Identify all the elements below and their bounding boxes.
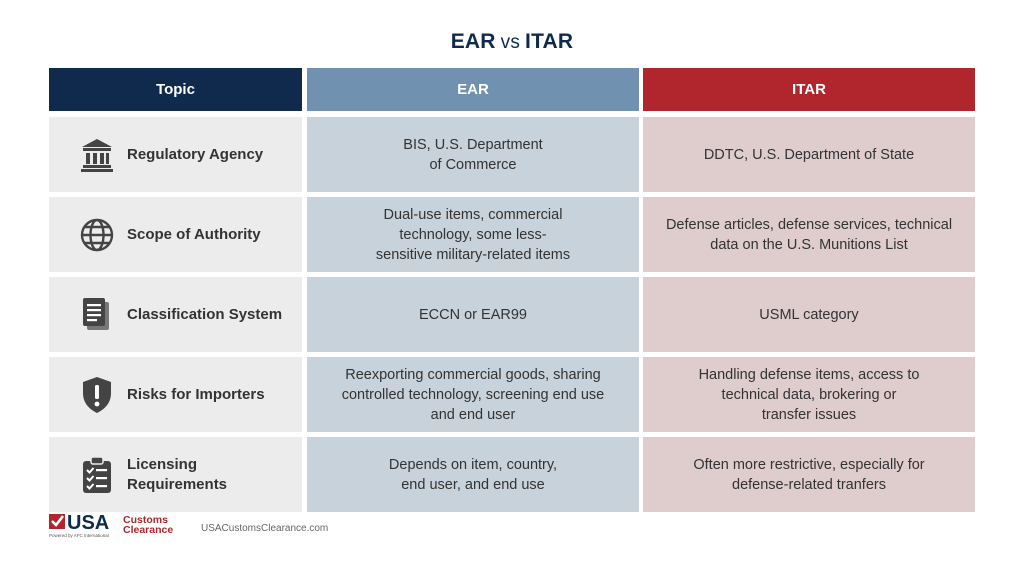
usa-customs-clearance-logo: USA Customs Clearance Powered by AFC Int… — [49, 512, 184, 542]
ear-value: Depends on item, country, end user, and … — [388, 456, 558, 493]
ear-value: ECCN or EAR99 — [419, 306, 527, 323]
table-row: Licensing Requirements Depends on item, … — [49, 437, 975, 512]
header-itar: ITAR — [643, 68, 975, 111]
topic-label: Scope of Authority — [127, 225, 261, 243]
table-row: Classification System ECCN or EAR99 USML… — [49, 277, 975, 352]
building-icon — [77, 135, 117, 175]
ear-cell: ECCN or EAR99 — [307, 277, 639, 352]
itar-value: Handling defense items, access to techni… — [698, 366, 920, 423]
topic-label: Licensing Requirements — [127, 455, 228, 493]
itar-value: Defense articles, defense services, tech… — [665, 216, 953, 253]
logo-customs: Customs — [123, 514, 168, 526]
website-url: USACustomsClearance.com — [201, 523, 329, 534]
logo-usa: USA — [67, 512, 109, 534]
itar-cell: Often more restrictive, especially for d… — [643, 437, 975, 512]
ear-value: BIS, U.S. Department of Commerce — [403, 136, 543, 173]
header-ear: EAR — [307, 68, 639, 111]
title-vs: vs — [500, 32, 521, 53]
header-topic: Topic — [49, 68, 302, 111]
topic-label: Risks for Importers — [127, 385, 265, 403]
globe-icon — [77, 215, 117, 255]
footer: USA Customs Clearance Powered by AFC Int… — [49, 512, 449, 542]
topic-label: Classification System — [127, 305, 283, 323]
shield-alert-icon — [77, 375, 117, 415]
itar-cell: USML category — [643, 277, 975, 352]
page-title: EAR vs ITAR — [0, 30, 1024, 54]
title-ear: EAR — [450, 30, 496, 53]
itar-value: DDTC, U.S. Department of State — [703, 146, 915, 163]
logo-clearance: Clearance — [123, 524, 173, 536]
ear-value: Reexporting commercial goods, sharing co… — [341, 366, 605, 423]
ear-cell: Dual-use items, commercial technology, s… — [307, 197, 639, 272]
itar-value: USML category — [759, 306, 859, 323]
topic-cell: Risks for Importers — [49, 357, 302, 432]
ear-cell: Reexporting commercial goods, sharing co… — [307, 357, 639, 432]
clipboard-checklist-icon — [77, 455, 117, 495]
document-icon — [77, 295, 117, 335]
itar-value: Often more restrictive, especially for d… — [693, 456, 925, 493]
ear-cell: Depends on item, country, end user, and … — [307, 437, 639, 512]
table-row: Risks for Importers Reexporting commerci… — [49, 357, 975, 432]
topic-cell: Scope of Authority — [49, 197, 302, 272]
itar-cell: Defense articles, defense services, tech… — [643, 197, 975, 272]
itar-cell: DDTC, U.S. Department of State — [643, 117, 975, 192]
title-itar: ITAR — [525, 30, 574, 53]
topic-cell: Classification System — [49, 277, 302, 352]
itar-cell: Handling defense items, access to techni… — [643, 357, 975, 432]
table-row: Regulatory Agency BIS, U.S. Department o… — [49, 117, 975, 192]
topic-cell: Regulatory Agency — [49, 117, 302, 192]
ear-cell: BIS, U.S. Department of Commerce — [307, 117, 639, 192]
logo-tagline: Powered by AFC International — [49, 533, 109, 538]
topic-cell: Licensing Requirements — [49, 437, 302, 512]
topic-label: Regulatory Agency — [127, 145, 264, 163]
ear-value: Dual-use items, commercial technology, s… — [375, 206, 571, 263]
table-row: Scope of Authority Dual-use items, comme… — [49, 197, 975, 272]
